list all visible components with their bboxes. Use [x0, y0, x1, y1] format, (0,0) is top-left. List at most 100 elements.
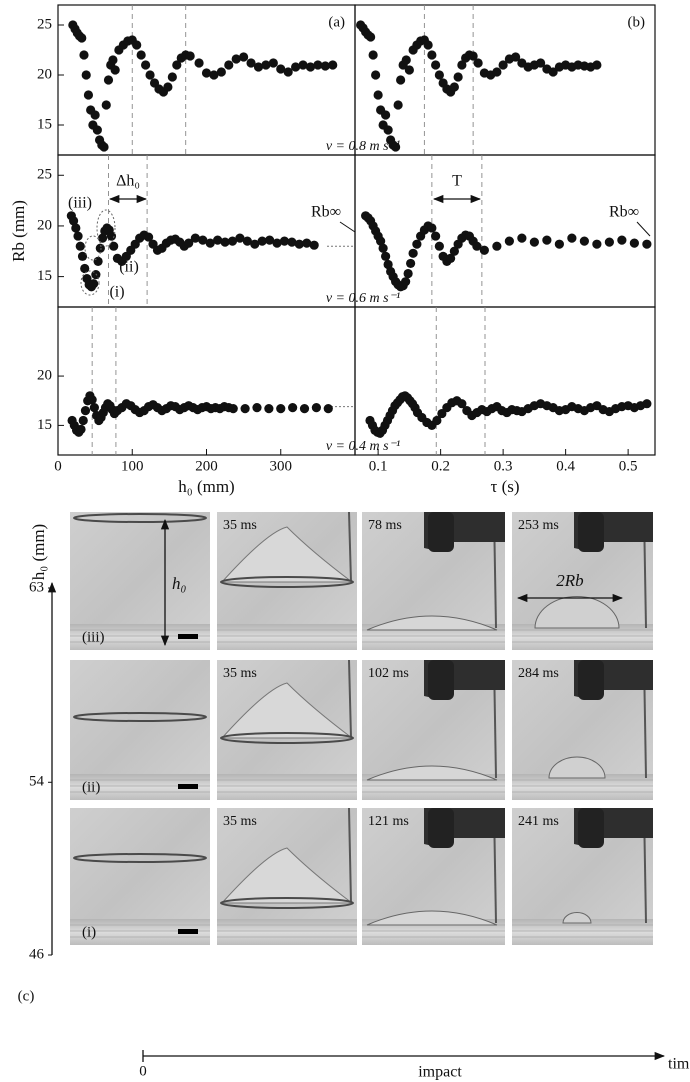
data-point [184, 238, 194, 248]
holder-knob [578, 808, 604, 848]
data-point [427, 50, 437, 60]
data-point [205, 238, 215, 248]
data-point [378, 243, 388, 253]
row-label: (i) [82, 924, 96, 940]
data-point [446, 253, 456, 263]
data-point [328, 60, 338, 70]
data-point [468, 51, 478, 61]
data-point [492, 67, 502, 77]
panel-label: (b) [628, 14, 646, 30]
data-point [299, 404, 310, 414]
water-surface [217, 919, 357, 945]
data-point [90, 110, 100, 120]
data-point [432, 415, 442, 426]
data-point [276, 64, 286, 74]
data-point [366, 32, 376, 42]
data-point [87, 395, 97, 405]
wire [348, 807, 352, 904]
row-label: (iii) [82, 629, 105, 645]
wire [348, 659, 352, 739]
data-point [79, 50, 89, 60]
annotation: (iii) [68, 195, 92, 212]
velocity-label: v = 0.6 m s⁻¹ [326, 291, 400, 306]
holder-knob [578, 512, 604, 552]
data-point [376, 236, 386, 246]
data-point [373, 90, 383, 100]
data-point [77, 33, 87, 43]
data-point [235, 233, 245, 243]
holder-knob [428, 512, 454, 552]
timestamp: 78 ms [368, 518, 402, 533]
data-point [163, 82, 173, 92]
data-point [190, 233, 200, 243]
data-point [479, 245, 489, 255]
timestamp: 121 ms [368, 814, 409, 829]
data-point [83, 90, 94, 100]
scale-bar [178, 784, 198, 789]
diameter-label: 2Rb [556, 571, 583, 590]
flat-film [366, 765, 498, 781]
data-point [239, 52, 249, 62]
data-point [77, 251, 88, 261]
data-point [231, 54, 241, 64]
x-tick-label: 200 [195, 458, 218, 474]
data-point [431, 231, 441, 241]
timestamp: 35 ms [223, 814, 257, 829]
data-point [288, 403, 298, 413]
data-point [617, 235, 627, 245]
data-point [143, 232, 154, 242]
data-point [228, 404, 238, 414]
panel-label: (c) [18, 988, 35, 1004]
data-point [68, 216, 79, 226]
data-point [313, 60, 323, 70]
data-point [368, 50, 378, 60]
data-point [381, 251, 391, 261]
data-point [309, 240, 319, 250]
scale-bar [178, 634, 198, 639]
data-point [279, 236, 290, 246]
ring [220, 732, 354, 744]
data-point [227, 236, 238, 246]
data-point [268, 58, 278, 68]
data-point [492, 241, 502, 251]
scale-bar [178, 929, 198, 934]
film-cone [220, 682, 354, 739]
y-tick-label: 20 [37, 66, 52, 82]
data-point [579, 236, 589, 246]
y-tick-label: 15 [37, 417, 52, 433]
data-point [194, 58, 204, 68]
data-point [381, 110, 391, 120]
water-surface [217, 624, 357, 650]
data-point [383, 125, 393, 135]
data-point [272, 238, 282, 248]
y-tick-label: 25 [37, 167, 52, 183]
data-point [172, 60, 182, 70]
timestamp: 35 ms [223, 518, 257, 533]
data-point [592, 239, 602, 249]
data-point [457, 60, 467, 70]
leader [636, 221, 651, 237]
data-point [592, 60, 602, 70]
data-point [504, 236, 514, 246]
data-point [403, 268, 413, 279]
height-tick-label: 46 [29, 946, 45, 962]
panel-label: (a) [328, 14, 345, 30]
data-point [511, 52, 521, 62]
x-tick-label: 300 [270, 458, 293, 474]
data-point [198, 235, 208, 245]
annotation: Rb∞ [311, 204, 341, 221]
data-point [95, 243, 105, 253]
data-point [449, 246, 459, 256]
data-point [97, 233, 108, 243]
data-point [141, 60, 151, 70]
annotation: T [452, 173, 462, 190]
data-point [604, 237, 614, 247]
height-tick-label: 54 [29, 774, 45, 790]
data-point [542, 235, 552, 245]
bubble-dome [562, 912, 592, 924]
data-point [323, 404, 333, 414]
annotation: Δh₀ [116, 173, 140, 190]
data-point [320, 61, 330, 71]
film-cone [220, 526, 354, 583]
